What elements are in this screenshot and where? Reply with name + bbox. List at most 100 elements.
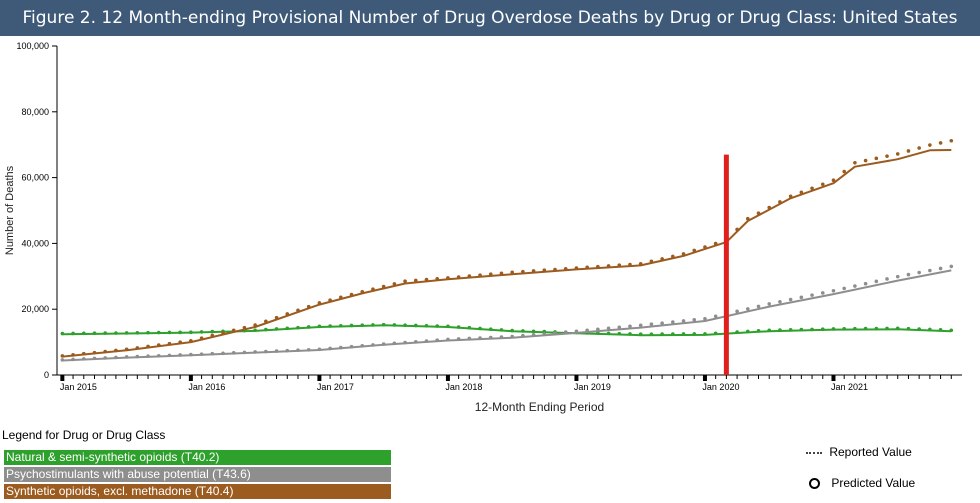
- predicted-point-natural-semi-synthetic-opioids-t40-2[interactable]: [617, 331, 622, 336]
- predicted-point-natural-semi-synthetic-opioids-t40-2[interactable]: [285, 326, 290, 331]
- predicted-point-psychostimulants-with-abuse-potential-t43-6[interactable]: [156, 353, 161, 358]
- predicted-point-psychostimulants-with-abuse-potential-t43-6[interactable]: [531, 332, 536, 337]
- predicted-point-natural-semi-synthetic-opioids-t40-2[interactable]: [392, 323, 397, 327]
- predicted-point-psychostimulants-with-abuse-potential-t43-6[interactable]: [349, 344, 354, 349]
- predicted-point-natural-semi-synthetic-opioids-t40-2[interactable]: [103, 331, 107, 335]
- predicted-point-psychostimulants-with-abuse-potential-t43-6[interactable]: [799, 295, 804, 300]
- predicted-point-synthetic-opioids-excl-methadone-t40-4[interactable]: [745, 216, 750, 221]
- predicted-point-natural-semi-synthetic-opioids-t40-2[interactable]: [317, 324, 322, 329]
- reported-line-psychostimulants-with-abuse-potential-t43-6[interactable]: [62, 269, 952, 362]
- predicted-point-synthetic-opioids-excl-methadone-t40-4[interactable]: [274, 315, 279, 320]
- predicted-point-psychostimulants-with-abuse-potential-t43-6[interactable]: [488, 335, 493, 340]
- predicted-point-synthetic-opioids-excl-methadone-t40-4[interactable]: [703, 245, 707, 249]
- predicted-point-synthetic-opioids-excl-methadone-t40-4[interactable]: [446, 276, 450, 280]
- predicted-point-natural-semi-synthetic-opioids-t40-2[interactable]: [349, 323, 354, 328]
- predicted-point-synthetic-opioids-excl-methadone-t40-4[interactable]: [767, 205, 772, 210]
- predicted-point-synthetic-opioids-excl-methadone-t40-4[interactable]: [306, 304, 311, 309]
- predicted-point-synthetic-opioids-excl-methadone-t40-4[interactable]: [596, 264, 600, 269]
- predicted-point-synthetic-opioids-excl-methadone-t40-4[interactable]: [606, 264, 611, 268]
- predicted-point-natural-semi-synthetic-opioids-t40-2[interactable]: [146, 330, 150, 335]
- predicted-point-psychostimulants-with-abuse-potential-t43-6[interactable]: [949, 264, 954, 269]
- predicted-point-synthetic-opioids-excl-methadone-t40-4[interactable]: [178, 340, 182, 345]
- predicted-point-natural-semi-synthetic-opioids-t40-2[interactable]: [424, 323, 429, 328]
- predicted-point-psychostimulants-with-abuse-potential-t43-6[interactable]: [60, 358, 65, 362]
- predicted-point-synthetic-opioids-excl-methadone-t40-4[interactable]: [863, 158, 868, 163]
- predicted-point-synthetic-opioids-excl-methadone-t40-4[interactable]: [349, 292, 354, 297]
- predicted-point-synthetic-opioids-excl-methadone-t40-4[interactable]: [264, 319, 268, 324]
- predicted-point-synthetic-opioids-excl-methadone-t40-4[interactable]: [810, 186, 814, 191]
- predicted-point-synthetic-opioids-excl-methadone-t40-4[interactable]: [467, 274, 472, 278]
- predicted-point-synthetic-opioids-excl-methadone-t40-4[interactable]: [617, 263, 622, 268]
- predicted-point-psychostimulants-with-abuse-potential-t43-6[interactable]: [521, 333, 525, 338]
- predicted-point-psychostimulants-with-abuse-potential-t43-6[interactable]: [339, 345, 343, 350]
- predicted-point-synthetic-opioids-excl-methadone-t40-4[interactable]: [328, 298, 332, 302]
- line-chart[interactable]: 0 20,000 40,000 60,000 80,000 100,000 Jan 2015…: [0, 36, 980, 428]
- predicted-point-natural-semi-synthetic-opioids-t40-2[interactable]: [135, 330, 140, 335]
- predicted-point-synthetic-opioids-excl-methadone-t40-4[interactable]: [521, 269, 525, 274]
- predicted-point-psychostimulants-with-abuse-potential-t43-6[interactable]: [638, 323, 643, 328]
- predicted-point-natural-semi-synthetic-opioids-t40-2[interactable]: [60, 331, 65, 336]
- predicted-point-natural-semi-synthetic-opioids-t40-2[interactable]: [92, 331, 97, 336]
- predicted-point-psychostimulants-with-abuse-potential-t43-6[interactable]: [456, 337, 461, 341]
- predicted-point-psychostimulants-with-abuse-potential-t43-6[interactable]: [274, 349, 279, 353]
- predicted-point-natural-semi-synthetic-opioids-t40-2[interactable]: [403, 323, 407, 328]
- predicted-point-synthetic-opioids-excl-methadone-t40-4[interactable]: [853, 160, 857, 165]
- predicted-point-psychostimulants-with-abuse-potential-t43-6[interactable]: [92, 356, 97, 361]
- predicted-point-synthetic-opioids-excl-methadone-t40-4[interactable]: [681, 252, 686, 256]
- predicted-point-natural-semi-synthetic-opioids-t40-2[interactable]: [435, 324, 440, 328]
- reported-line-natural-semi-synthetic-opioids-t40-2[interactable]: [62, 324, 952, 337]
- predicted-point-psychostimulants-with-abuse-potential-t43-6[interactable]: [135, 354, 140, 359]
- predicted-point-synthetic-opioids-excl-methadone-t40-4[interactable]: [799, 190, 804, 195]
- predicted-point-natural-semi-synthetic-opioids-t40-2[interactable]: [745, 329, 750, 334]
- predicted-point-psychostimulants-with-abuse-potential-t43-6[interactable]: [617, 325, 622, 330]
- predicted-point-natural-semi-synthetic-opioids-t40-2[interactable]: [606, 331, 611, 336]
- predicted-point-psychostimulants-with-abuse-potential-t43-6[interactable]: [124, 355, 129, 359]
- predicted-point-synthetic-opioids-excl-methadone-t40-4[interactable]: [424, 277, 429, 282]
- predicted-point-psychostimulants-with-abuse-potential-t43-6[interactable]: [306, 347, 311, 352]
- predicted-point-psychostimulants-with-abuse-potential-t43-6[interactable]: [253, 350, 257, 354]
- predicted-point-synthetic-opioids-excl-methadone-t40-4[interactable]: [156, 343, 161, 347]
- predicted-point-natural-semi-synthetic-opioids-t40-2[interactable]: [296, 325, 300, 330]
- predicted-point-psychostimulants-with-abuse-potential-t43-6[interactable]: [778, 299, 782, 304]
- predicted-point-synthetic-opioids-excl-methadone-t40-4[interactable]: [189, 338, 193, 343]
- predicted-point-synthetic-opioids-excl-methadone-t40-4[interactable]: [542, 268, 547, 273]
- predicted-point-natural-semi-synthetic-opioids-t40-2[interactable]: [649, 332, 654, 336]
- predicted-point-natural-semi-synthetic-opioids-t40-2[interactable]: [521, 329, 525, 333]
- predicted-point-synthetic-opioids-excl-methadone-t40-4[interactable]: [553, 267, 557, 272]
- predicted-point-natural-semi-synthetic-opioids-t40-2[interactable]: [767, 328, 772, 333]
- predicted-point-natural-semi-synthetic-opioids-t40-2[interactable]: [756, 329, 761, 333]
- predicted-point-psychostimulants-with-abuse-potential-t43-6[interactable]: [735, 309, 739, 314]
- predicted-point-synthetic-opioids-excl-methadone-t40-4[interactable]: [488, 272, 493, 277]
- predicted-point-synthetic-opioids-excl-methadone-t40-4[interactable]: [713, 241, 718, 246]
- predicted-point-synthetic-opioids-excl-methadone-t40-4[interactable]: [60, 354, 65, 358]
- predicted-point-synthetic-opioids-excl-methadone-t40-4[interactable]: [649, 259, 654, 264]
- predicted-point-psychostimulants-with-abuse-potential-t43-6[interactable]: [199, 352, 204, 356]
- predicted-point-synthetic-opioids-excl-methadone-t40-4[interactable]: [199, 336, 204, 340]
- predicted-point-synthetic-opioids-excl-methadone-t40-4[interactable]: [788, 194, 793, 199]
- predicted-point-synthetic-opioids-excl-methadone-t40-4[interactable]: [146, 344, 150, 349]
- predicted-point-psychostimulants-with-abuse-potential-t43-6[interactable]: [895, 274, 900, 279]
- predicted-point-natural-semi-synthetic-opioids-t40-2[interactable]: [178, 330, 182, 335]
- predicted-point-natural-semi-synthetic-opioids-t40-2[interactable]: [820, 327, 825, 331]
- predicted-point-psychostimulants-with-abuse-potential-t43-6[interactable]: [510, 334, 514, 339]
- predicted-point-psychostimulants-with-abuse-potential-t43-6[interactable]: [285, 348, 290, 353]
- predicted-point-psychostimulants-with-abuse-potential-t43-6[interactable]: [703, 316, 707, 321]
- predicted-point-natural-semi-synthetic-opioids-t40-2[interactable]: [799, 327, 804, 332]
- predicted-point-natural-semi-synthetic-opioids-t40-2[interactable]: [531, 329, 536, 334]
- predicted-point-synthetic-opioids-excl-methadone-t40-4[interactable]: [435, 276, 440, 281]
- predicted-point-psychostimulants-with-abuse-potential-t43-6[interactable]: [167, 353, 172, 358]
- predicted-point-synthetic-opioids-excl-methadone-t40-4[interactable]: [938, 141, 943, 145]
- predicted-point-psychostimulants-with-abuse-potential-t43-6[interactable]: [928, 268, 932, 273]
- predicted-point-synthetic-opioids-excl-methadone-t40-4[interactable]: [874, 156, 879, 161]
- predicted-point-psychostimulants-with-abuse-potential-t43-6[interactable]: [467, 336, 472, 341]
- predicted-point-synthetic-opioids-excl-methadone-t40-4[interactable]: [563, 266, 568, 271]
- predicted-point-natural-semi-synthetic-opioids-t40-2[interactable]: [264, 327, 268, 332]
- predicted-point-psychostimulants-with-abuse-potential-t43-6[interactable]: [553, 331, 557, 335]
- predicted-point-natural-semi-synthetic-opioids-t40-2[interactable]: [446, 324, 450, 329]
- predicted-point-psychostimulants-with-abuse-potential-t43-6[interactable]: [853, 284, 857, 288]
- predicted-point-synthetic-opioids-excl-methadone-t40-4[interactable]: [339, 295, 343, 300]
- predicted-point-synthetic-opioids-excl-methadone-t40-4[interactable]: [296, 308, 300, 313]
- predicted-point-natural-semi-synthetic-opioids-t40-2[interactable]: [853, 326, 857, 331]
- predicted-point-synthetic-opioids-excl-methadone-t40-4[interactable]: [124, 347, 129, 352]
- predicted-point-psychostimulants-with-abuse-potential-t43-6[interactable]: [178, 353, 182, 357]
